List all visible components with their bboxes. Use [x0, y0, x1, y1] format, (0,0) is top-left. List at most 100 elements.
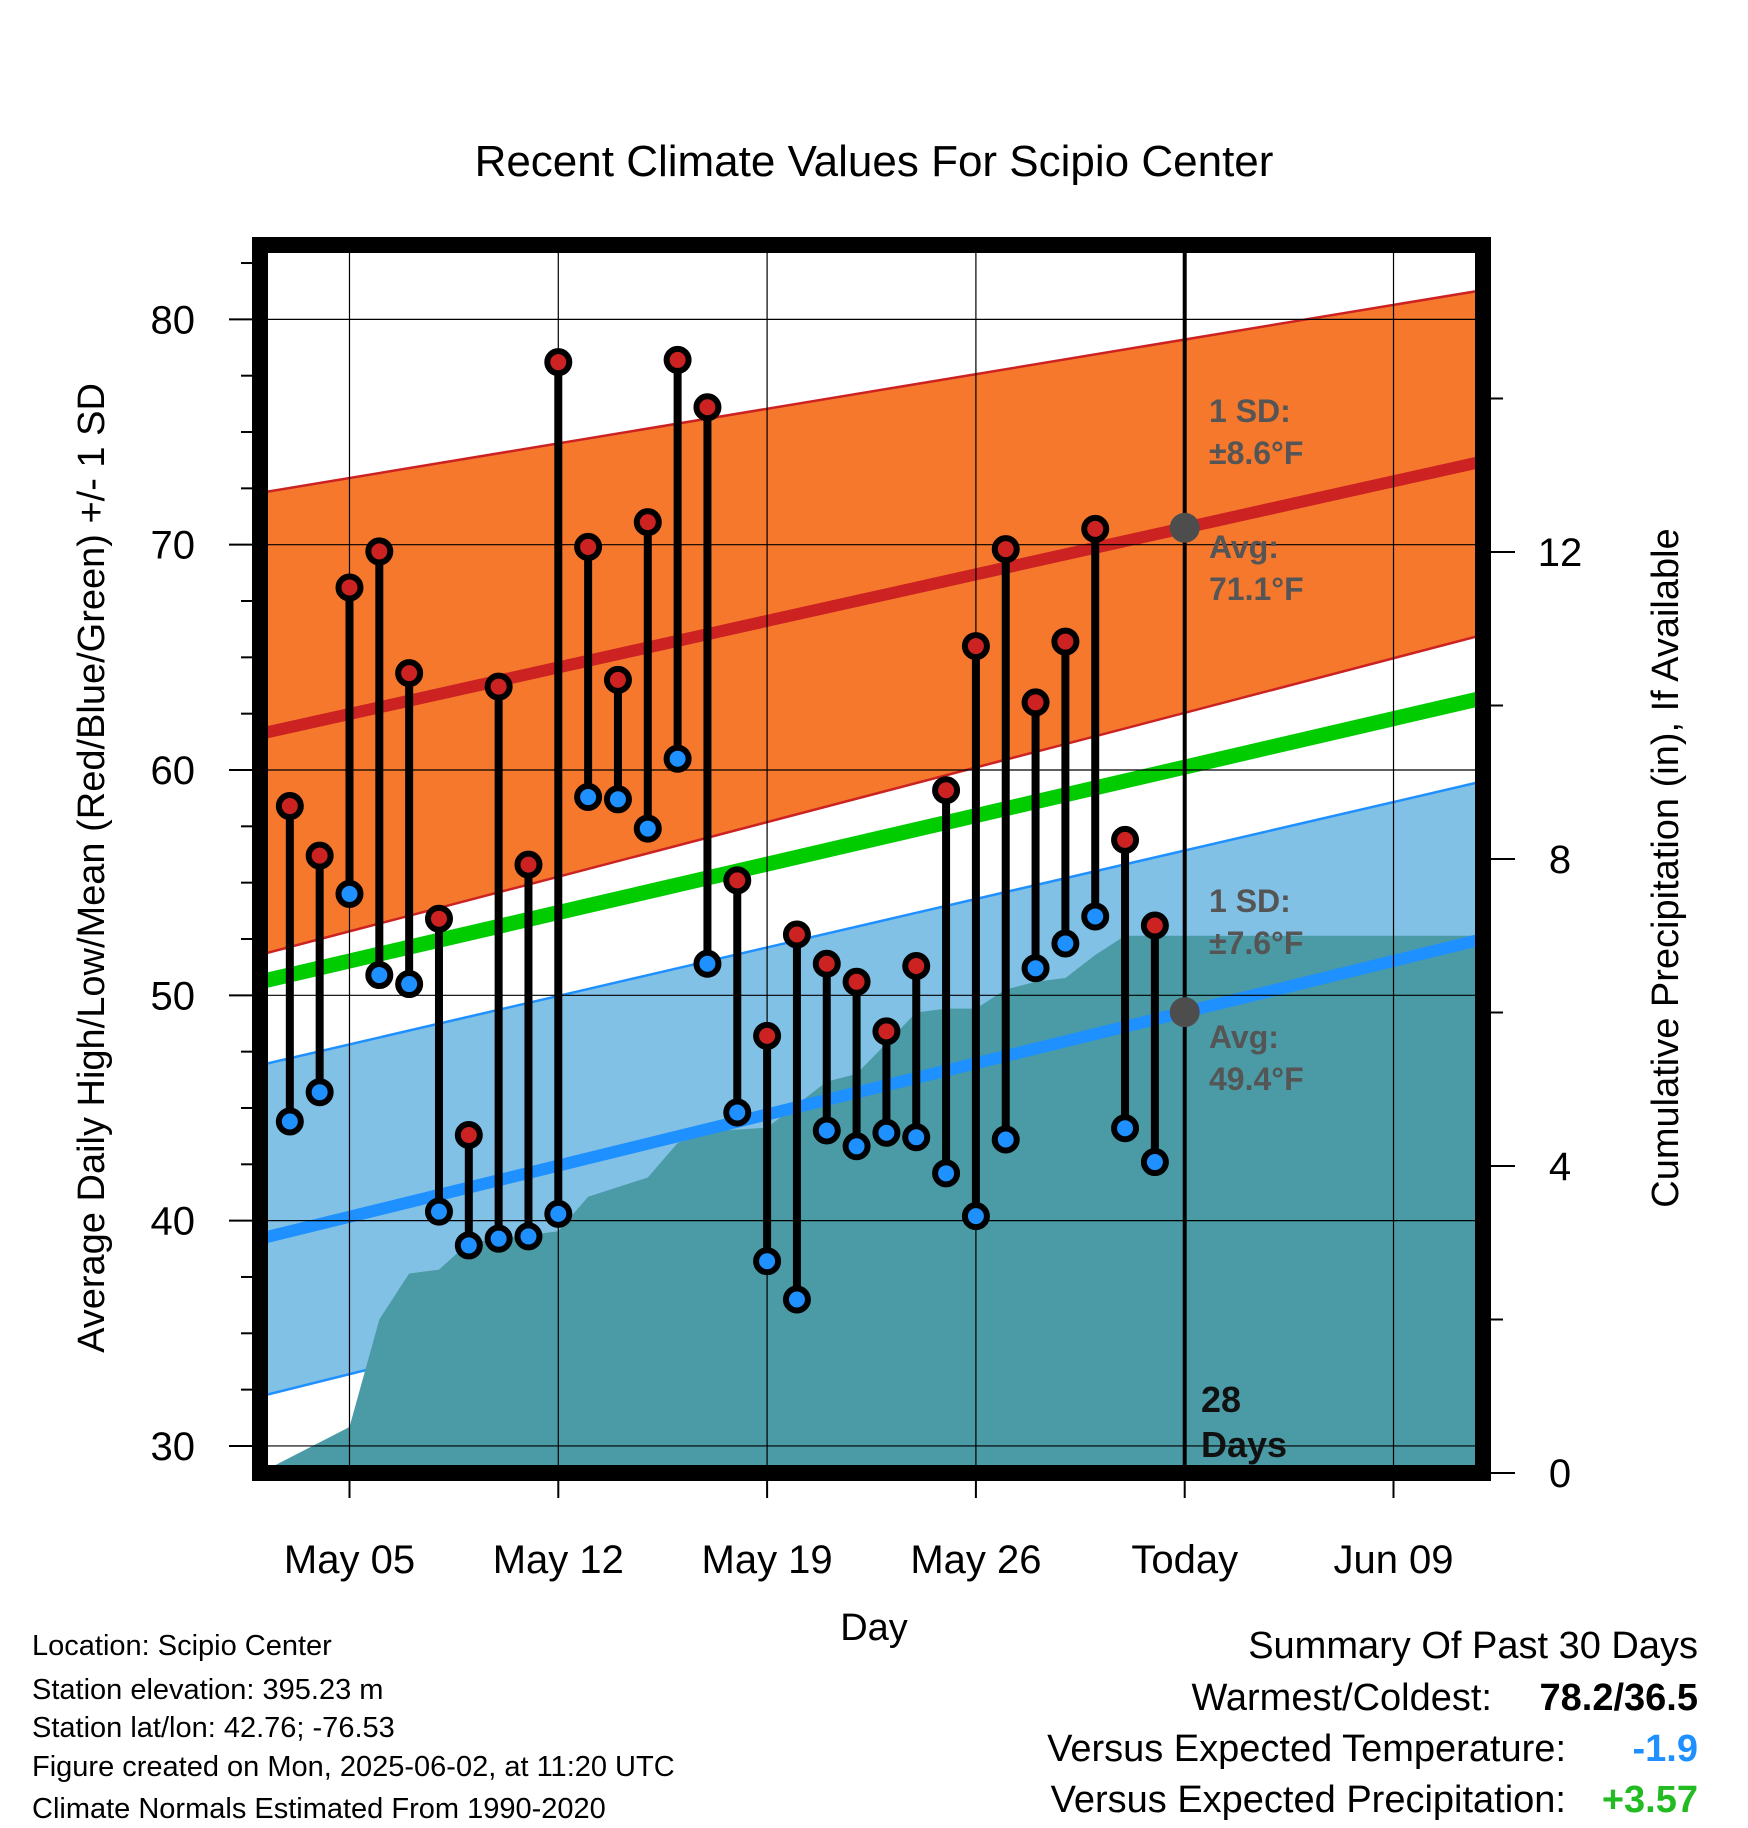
- high-sd-label: 1 SD:: [1209, 393, 1291, 429]
- high-temp-point: [961, 632, 990, 661]
- x-tick-label: Jun 09: [1333, 1538, 1453, 1582]
- low-temp-point: [514, 1222, 543, 1251]
- low-sd-value: ±7.6°F: [1209, 925, 1303, 961]
- low-avg-label: Avg:: [1209, 1019, 1279, 1055]
- high-temp-point: [1051, 627, 1080, 656]
- high-temp-point: [275, 792, 304, 821]
- summary-warm-cold-label: Warmest/Coldest:: [1191, 1677, 1492, 1719]
- high-avg-label: Avg:: [1209, 529, 1279, 565]
- low-temp-point: [395, 970, 424, 999]
- daily-range-bars: [275, 345, 1169, 1314]
- x-tick-label: Today: [1131, 1538, 1238, 1582]
- high-average-marker: [1169, 512, 1200, 543]
- high-temp-point: [872, 1017, 901, 1046]
- y-tick-label: 70: [151, 524, 196, 568]
- low-temp-point: [633, 814, 662, 843]
- high-temp-point: [782, 920, 811, 949]
- average-low-line: [260, 933, 1483, 1245]
- x-tick-label: May 26: [910, 1538, 1041, 1582]
- high-temp-point: [365, 537, 394, 566]
- high-temp-point: [335, 573, 364, 602]
- high-temp-point: [812, 949, 841, 978]
- x-tick-label: May 12: [493, 1538, 624, 1582]
- high-temp-point: [693, 393, 722, 422]
- high-temp-point: [842, 967, 871, 996]
- low-sd-upper-line: [260, 780, 1483, 1067]
- high-sd-band: [260, 290, 1483, 955]
- low-temp-point: [991, 1125, 1020, 1154]
- y2-tick-label: 4: [1549, 1145, 1571, 1189]
- low-temp-point: [902, 1123, 931, 1152]
- low-temp-point: [872, 1118, 901, 1147]
- summary-title: Summary Of Past 30 Days: [1248, 1625, 1698, 1667]
- low-average-marker: [1169, 997, 1200, 1028]
- low-temp-point: [723, 1098, 752, 1127]
- high-temp-point: [633, 508, 662, 537]
- low-temp-point: [335, 879, 364, 908]
- high-sd-value: ±8.6°F: [1209, 435, 1303, 471]
- x-axis-label: Day: [840, 1607, 908, 1649]
- x-tick-label: May 05: [284, 1538, 415, 1582]
- summary-warm-cold-value: 78.2/36.5: [1540, 1677, 1698, 1719]
- y2-tick-label: 12: [1538, 531, 1583, 575]
- y2-tick-label: 0: [1549, 1452, 1571, 1496]
- y-tick-label: 50: [151, 974, 196, 1018]
- high-sd-upper-line: [260, 288, 1483, 495]
- high-temp-point: [484, 672, 513, 701]
- high-temp-point: [574, 532, 603, 561]
- high-temp-point: [1111, 825, 1140, 854]
- high-temp-point: [395, 659, 424, 688]
- y2-tick-label: 8: [1549, 838, 1571, 882]
- y-tick-label: 40: [151, 1200, 196, 1244]
- high-temp-point: [663, 345, 692, 374]
- low-temp-point: [544, 1199, 573, 1228]
- low-temp-point: [365, 961, 394, 990]
- high-sd-lower-line: [260, 633, 1483, 956]
- low-avg-value: 49.4°F: [1209, 1061, 1304, 1097]
- plot-frame: [252, 237, 1491, 1481]
- high-temp-point: [1021, 688, 1050, 717]
- high-temp-point: [1081, 514, 1110, 543]
- summary-precip-label: Versus Expected Precipitation:: [1051, 1779, 1566, 1821]
- low-temp-point: [1140, 1148, 1169, 1177]
- high-temp-point: [753, 1021, 782, 1050]
- high-temp-point: [932, 776, 961, 805]
- high-temp-point: [514, 850, 543, 879]
- days-count: 28: [1201, 1379, 1241, 1420]
- days-word: Days: [1201, 1424, 1287, 1465]
- y-tick-label: 60: [151, 749, 196, 793]
- summary-precip-value: +3.57: [1602, 1779, 1698, 1821]
- low-temp-point: [1111, 1114, 1140, 1143]
- high-temp-point: [305, 841, 334, 870]
- high-temp-point: [424, 904, 453, 933]
- high-temp-point: [902, 952, 931, 981]
- low-temp-point: [1021, 954, 1050, 983]
- footer-normals: Climate Normals Estimated From 1990-2020: [32, 1793, 606, 1825]
- low-temp-point: [663, 744, 692, 773]
- axes: 30 40 50 60 70 80 0 4 8 12 May 05 May 12 May 19 May 2…: [151, 262, 1583, 1582]
- y2-axis-label: Cumulative Precipitation (in), If Availa…: [1645, 528, 1687, 1207]
- high-temp-point: [723, 866, 752, 895]
- low-temp-point: [603, 785, 632, 814]
- high-temp-point: [544, 348, 573, 377]
- low-temp-point: [782, 1285, 811, 1314]
- chart-title: Recent Climate Values For Scipio Center: [475, 137, 1274, 186]
- high-temp-point: [1140, 911, 1169, 940]
- low-temp-point: [693, 949, 722, 978]
- x-tick-label: May 19: [702, 1538, 833, 1582]
- summary-temp-value: -1.9: [1633, 1728, 1698, 1770]
- summary-temp-label: Versus Expected Temperature:: [1047, 1728, 1566, 1770]
- low-temp-point: [275, 1107, 304, 1136]
- low-temp-point: [1081, 902, 1110, 931]
- low-temp-point: [574, 783, 603, 812]
- footer-location: Location: Scipio Center: [32, 1630, 332, 1662]
- low-temp-point: [842, 1132, 871, 1161]
- low-temp-point: [424, 1197, 453, 1226]
- footer-elevation: Station elevation: 395.23 m: [32, 1674, 383, 1706]
- low-temp-point: [932, 1159, 961, 1188]
- low-sd-label: 1 SD:: [1209, 883, 1291, 919]
- low-temp-point: [305, 1078, 334, 1107]
- high-avg-value: 71.1°F: [1209, 571, 1304, 607]
- footer-created: Figure created on Mon, 2025-06-02, at 11…: [32, 1751, 675, 1783]
